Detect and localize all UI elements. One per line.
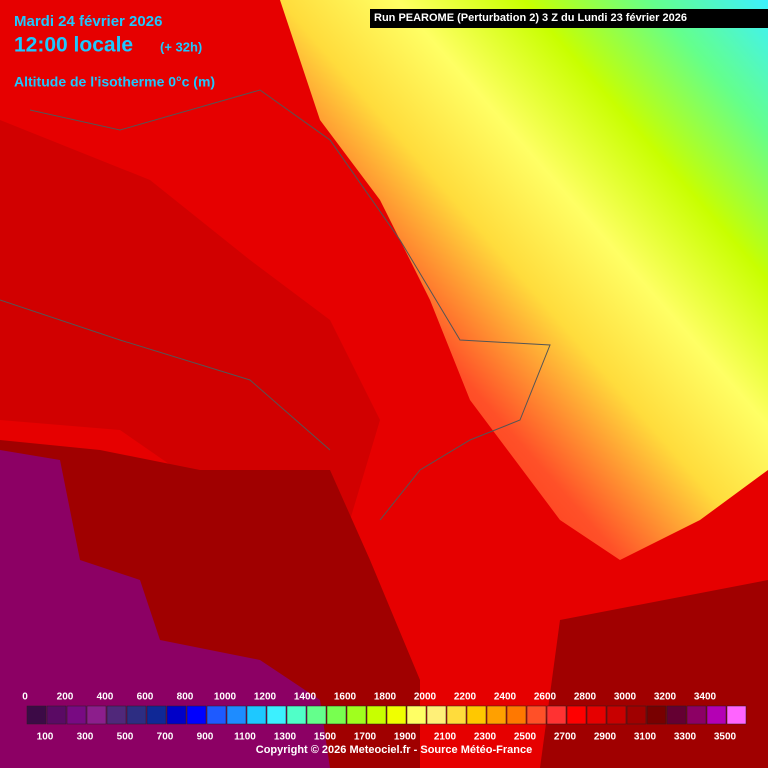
legend-swatch — [146, 705, 167, 725]
lead: (+ 32h) — [160, 39, 202, 54]
run-banner — [370, 9, 768, 28]
legend-label: 1700 — [354, 732, 377, 743]
legend-swatch — [226, 705, 247, 725]
legend-swatch — [106, 705, 127, 725]
legend-swatch — [626, 705, 647, 725]
legend-label: 2100 — [434, 732, 457, 743]
legend-label: 100 — [37, 732, 54, 743]
legend-label: 2900 — [594, 732, 617, 743]
legend-swatch — [346, 705, 367, 725]
legend-label: 1000 — [214, 692, 237, 703]
legend-label: 2700 — [554, 732, 577, 743]
legend-swatch — [266, 705, 287, 725]
legend-label: 900 — [197, 732, 214, 743]
legend-swatch — [586, 705, 607, 725]
legend-label: 2500 — [514, 732, 537, 743]
field: Altitude de l'isotherme 0°c (m) — [14, 74, 215, 90]
legend-label: 600 — [137, 692, 154, 703]
copyright: Copyright © 2026 Meteociel.fr - Source M… — [256, 744, 532, 756]
legend-label: 400 — [97, 692, 114, 703]
legend-swatch — [306, 705, 327, 725]
date: Mardi 24 février 2026 — [14, 13, 162, 30]
legend-swatch — [246, 705, 267, 725]
legend-swatch — [366, 705, 387, 725]
legend-label: 700 — [157, 732, 174, 743]
legend-swatch — [46, 705, 67, 725]
legend-label: 2600 — [534, 692, 557, 703]
legend-label: 3100 — [634, 732, 657, 743]
legend-swatch — [186, 705, 207, 725]
legend-swatch — [126, 705, 147, 725]
legend-swatch — [486, 705, 507, 725]
legend-swatch — [86, 705, 107, 725]
legend-label: 2200 — [454, 692, 477, 703]
legend-label: 1200 — [254, 692, 277, 703]
legend-label: 3200 — [654, 692, 677, 703]
legend-swatch — [26, 705, 47, 725]
legend-label: 0 — [22, 692, 28, 703]
legend-swatch — [686, 705, 707, 725]
legend-label: 500 — [117, 732, 134, 743]
legend-label: 1300 — [274, 732, 297, 743]
legend-swatch — [446, 705, 467, 725]
map-region — [0, 120, 380, 520]
map-region — [0, 450, 330, 768]
borders — [0, 89, 551, 521]
legend-label: 1600 — [334, 692, 357, 703]
legend-label: 2000 — [414, 692, 437, 703]
legend-label: 1500 — [314, 732, 337, 743]
legend-swatch — [566, 705, 587, 725]
legend-swatch — [506, 705, 527, 725]
legend-swatch — [606, 705, 627, 725]
legend-label: 1800 — [374, 692, 397, 703]
legend-label: 2300 — [474, 732, 497, 743]
legend-swatch — [666, 705, 687, 725]
legend-swatch — [326, 705, 347, 725]
legend-label: 3400 — [694, 692, 717, 703]
legend-swatch — [66, 705, 87, 725]
legend-label: 3300 — [674, 732, 697, 743]
legend-swatch — [426, 705, 447, 725]
legend-label: 1900 — [394, 732, 417, 743]
legend-label: 1400 — [294, 692, 317, 703]
legend-label: 200 — [57, 692, 74, 703]
legend-swatch — [386, 705, 407, 725]
legend-swatch — [466, 705, 487, 725]
map-warm-zone — [280, 0, 768, 560]
legend-swatch — [706, 705, 727, 725]
legend-swatch — [206, 705, 227, 725]
legend-swatch — [726, 705, 747, 725]
legend-swatch — [646, 705, 667, 725]
legend-label: 3500 — [714, 732, 737, 743]
legend-swatch — [546, 705, 567, 725]
legend-label: 300 — [77, 732, 94, 743]
legend-label: 1100 — [234, 732, 256, 743]
legend-swatch — [286, 705, 307, 725]
legend-swatch — [166, 705, 187, 725]
time: 12:00 locale — [14, 34, 133, 57]
legend-label: 2800 — [574, 692, 597, 703]
legend-swatch — [526, 705, 547, 725]
legend-label: 800 — [177, 692, 194, 703]
legend-label: 3000 — [614, 692, 637, 703]
legend-label: 2400 — [494, 692, 517, 703]
legend-swatch — [406, 705, 427, 725]
run-label: Run PEAROME (Perturbation 2) 3 Z du Lund… — [374, 12, 687, 24]
